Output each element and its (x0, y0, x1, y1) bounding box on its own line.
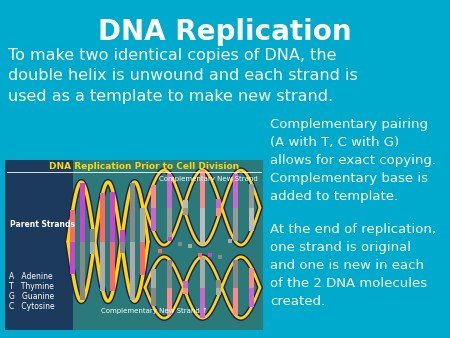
Bar (249, 184, 254, 208)
Bar (249, 268, 254, 288)
Bar (5, 160, 73, 330)
Bar (184, 288, 189, 294)
Text: DNA Replication Prior to Cell Division: DNA Replication Prior to Cell Division (49, 162, 239, 171)
Bar (218, 255, 222, 259)
Text: Parent Strands: Parent Strands (10, 220, 75, 229)
Bar (168, 237, 172, 241)
Bar (198, 253, 202, 257)
Bar (249, 288, 254, 307)
Bar (200, 170, 205, 208)
Bar (151, 288, 156, 306)
Bar (233, 260, 238, 288)
Bar (130, 183, 135, 242)
Bar (151, 185, 156, 208)
Bar (151, 208, 156, 231)
Bar (81, 242, 86, 300)
Bar (184, 200, 189, 208)
Bar (216, 288, 221, 295)
Bar (140, 242, 145, 275)
Bar (188, 244, 192, 248)
Text: T   Thymine: T Thymine (9, 282, 54, 291)
Bar (200, 257, 205, 288)
Bar (178, 242, 182, 246)
Bar (100, 193, 105, 242)
Bar (228, 239, 232, 243)
Bar (100, 242, 105, 291)
Bar (167, 260, 172, 288)
Text: To make two identical copies of DNA, the
double helix is unwound and each strand: To make two identical copies of DNA, the… (8, 48, 358, 104)
Bar (216, 280, 221, 288)
Bar (167, 288, 172, 315)
Bar (110, 242, 115, 291)
Text: Complementary pairing
(A with T, C with G)
allows for exact copying.
Complementa: Complementary pairing (A with T, C with … (270, 118, 436, 203)
Bar (208, 253, 212, 257)
Bar (233, 288, 238, 315)
Text: Complementary New Strand ↑: Complementary New Strand ↑ (100, 308, 207, 314)
Bar (200, 288, 205, 318)
Text: Complementary New Strand: Complementary New Strand (159, 176, 258, 182)
Text: DNA Replication: DNA Replication (98, 18, 352, 46)
Text: A   Adenine: A Adenine (9, 272, 53, 281)
Bar (121, 231, 126, 242)
Bar (151, 269, 156, 288)
Bar (167, 174, 172, 208)
Bar (121, 242, 126, 253)
Text: At the end of replication,
one strand is original
and one is new in each
of the : At the end of replication, one strand is… (270, 223, 436, 308)
Text: C   Cytosine: C Cytosine (9, 302, 54, 311)
Bar (216, 199, 221, 208)
Bar (130, 242, 135, 300)
Bar (90, 229, 95, 242)
Bar (216, 208, 221, 216)
Bar (70, 210, 75, 242)
Bar (70, 242, 75, 273)
Text: G   Guanine: G Guanine (9, 292, 54, 301)
Bar (110, 192, 115, 242)
Bar (200, 208, 205, 245)
Bar (249, 208, 254, 231)
Bar (140, 209, 145, 242)
Bar (167, 208, 172, 241)
Bar (5, 160, 263, 330)
Bar (90, 242, 95, 254)
Bar (233, 208, 238, 241)
Bar (184, 208, 189, 216)
Bar (184, 281, 189, 288)
Bar (81, 183, 86, 242)
Bar (158, 249, 162, 253)
Bar (233, 174, 238, 208)
